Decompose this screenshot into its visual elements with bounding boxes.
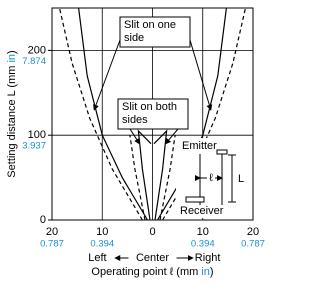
curve bbox=[159, 135, 176, 221]
x-tick-label: 10 bbox=[197, 226, 209, 238]
annotation-arrow bbox=[164, 128, 179, 145]
annotation-text: side bbox=[124, 32, 144, 44]
inset-label: Emitter bbox=[182, 140, 217, 152]
y2-tick-label: 3.937 bbox=[22, 141, 46, 152]
emitter-icon bbox=[216, 149, 228, 155]
chart: 20 10 0 10 200.787 0.394 0.394 0.78701002003.93… bbox=[6, 7, 265, 278]
curve bbox=[129, 135, 146, 221]
direction-label: Right bbox=[195, 252, 221, 264]
curve bbox=[153, 129, 168, 221]
y-tick-label: 200 bbox=[28, 44, 46, 56]
curve bbox=[156, 7, 227, 221]
y-label-unit: in bbox=[6, 54, 18, 63]
x2-tick-label: 0.394 bbox=[90, 239, 114, 250]
x-tick-label: 20 bbox=[46, 226, 58, 238]
curve bbox=[162, 7, 247, 221]
annotation-text: Slit on both bbox=[122, 101, 177, 113]
x2-tick-label: 0.394 bbox=[191, 239, 215, 250]
x-label-close: ) bbox=[210, 266, 214, 278]
direction-label: Left bbox=[88, 252, 106, 264]
x-tick-label: 0 bbox=[149, 226, 155, 238]
x2-tick-label: 0.787 bbox=[241, 239, 265, 250]
y-tick-label: 0 bbox=[40, 214, 46, 226]
x-tick-label: 10 bbox=[96, 226, 108, 238]
annotation-arrow bbox=[189, 39, 213, 111]
x-tick-label: 20 bbox=[247, 226, 259, 238]
x-axis-label: Operating point ℓ (mm in) bbox=[91, 266, 213, 278]
x2-tick-label: 0.787 bbox=[40, 239, 64, 250]
y2-tick-label: 7.874 bbox=[22, 56, 46, 67]
receiver-icon bbox=[185, 196, 205, 203]
x-label-text: Operating point ℓ (mm bbox=[91, 266, 201, 278]
annotation-arrow bbox=[93, 39, 121, 111]
inset-label: Receiver bbox=[180, 205, 224, 217]
annotation-box bbox=[119, 16, 191, 48]
x-label-unit: in bbox=[201, 266, 210, 278]
annotation-arrow bbox=[129, 128, 140, 145]
inset-bg bbox=[176, 138, 252, 218]
curve bbox=[58, 7, 143, 221]
annotation-text: Slit on one bbox=[124, 19, 176, 31]
annotation-text: sides bbox=[122, 114, 148, 126]
y-label-close: ) bbox=[6, 50, 18, 54]
direction-label: Center bbox=[136, 252, 169, 264]
y-axis-label: Setting distance L (mm in) bbox=[6, 50, 18, 177]
annotation-box bbox=[117, 98, 189, 130]
y-label-text: Setting distance L (mm bbox=[6, 63, 18, 178]
y-tick-label: 100 bbox=[28, 129, 46, 141]
curve bbox=[137, 129, 152, 221]
curve bbox=[78, 7, 149, 221]
inset-label: L bbox=[238, 173, 244, 185]
inset-label: ℓ bbox=[209, 172, 213, 184]
